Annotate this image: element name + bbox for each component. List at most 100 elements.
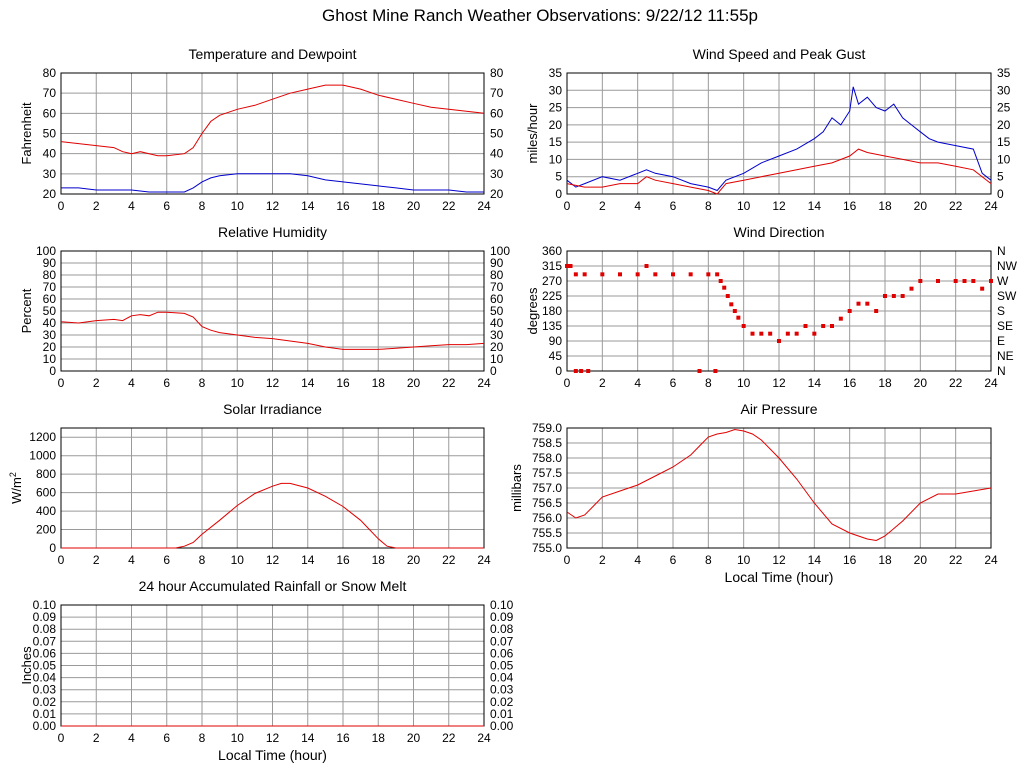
y-tick-label-right: 0.02 [490, 695, 514, 709]
data-point [936, 279, 940, 283]
x-tick-label: 20 [407, 199, 421, 213]
x-tick-label: 8 [199, 199, 206, 213]
x-tick-label: 20 [407, 731, 421, 745]
y-tick-label-right: 0.06 [490, 646, 514, 660]
data-point [729, 302, 734, 307]
x-tick-label: 8 [705, 376, 712, 390]
series-line-red [60, 311, 485, 350]
y-tick-label: 50 [43, 304, 57, 318]
x-tick-label: 16 [336, 199, 350, 213]
y-tick-label: 0 [49, 364, 56, 378]
series-line-blue [61, 173, 484, 193]
data-point [713, 369, 718, 373]
data-point [568, 264, 573, 268]
y-tick-label: 60 [43, 106, 57, 120]
x-tick-label: 16 [843, 376, 857, 390]
data-point [759, 331, 764, 336]
y-tick-label: 1000 [29, 449, 56, 463]
y-tick-label-right: 0.07 [490, 634, 514, 648]
x-tick-label: 22 [442, 731, 456, 745]
x-tick-label: 4 [128, 199, 135, 213]
y-tick-label: 15 [549, 135, 563, 149]
data-point [989, 279, 993, 283]
y-tick-label: 757.0 [532, 481, 562, 495]
data-point [732, 309, 737, 313]
y-tick-label-right: 10 [997, 152, 1011, 166]
x-tick-label: 2 [599, 553, 606, 567]
y-tick-label-right: SE [997, 319, 1013, 333]
x-tick-label: 10 [737, 376, 751, 390]
data-point [891, 294, 896, 298]
chart-title: Wind Speed and Peak Gust [693, 46, 866, 62]
x-tick-label: 16 [843, 199, 857, 213]
data-point [722, 285, 727, 290]
y-tick-label: 270 [542, 274, 562, 288]
x-tick-label: 2 [93, 199, 100, 213]
y-tick-label-right: 30 [997, 83, 1011, 97]
x-tick-label: 6 [670, 199, 677, 213]
y-tick-label: 25 [549, 101, 563, 115]
y-axis-label: miles/hour [525, 103, 540, 164]
x-tick-label: 20 [407, 376, 421, 390]
y-tick-label: 757.5 [532, 466, 562, 480]
data-point [635, 272, 640, 277]
series-line-red [566, 428, 992, 542]
data-point [736, 315, 741, 320]
x-tick-label: 8 [705, 553, 712, 567]
data-point [582, 272, 587, 277]
x-tick-label: 14 [301, 731, 315, 745]
x-tick-label: 14 [301, 553, 315, 567]
x-tick-label: 16 [336, 731, 350, 745]
y-tick-label-right: 90 [490, 256, 504, 270]
y-tick-label-right: S [997, 304, 1005, 318]
y-tick-label: 755.0 [532, 541, 562, 555]
y-tick-label-right: 50 [490, 127, 504, 141]
x-tick-label: 0 [564, 553, 571, 567]
data-point [794, 331, 799, 336]
y-tick-label: 0 [555, 187, 562, 201]
x-tick-label: 14 [301, 376, 315, 390]
data-point [618, 272, 622, 277]
chart-rainfall: 24 hour Accumulated Rainfall or Snow Mel… [19, 578, 514, 763]
y-tick-label: 315 [542, 259, 562, 273]
data-point [573, 369, 578, 373]
data-point [573, 272, 578, 277]
y-tick-label-right: 10 [490, 352, 504, 366]
y-tick-label: 0.06 [33, 646, 57, 660]
x-tick-label: 4 [634, 199, 641, 213]
y-tick-label-right: 0.05 [490, 659, 514, 673]
x-tick-label: 20 [407, 553, 421, 567]
x-tick-label: 16 [336, 376, 350, 390]
y-tick-label-right: 80 [490, 268, 504, 282]
x-tick-label: 24 [477, 731, 491, 745]
data-point [565, 264, 569, 268]
y-axis-label: Inches [19, 646, 34, 685]
y-axis-label: W/m2 [8, 472, 24, 504]
plot-frame [60, 72, 485, 195]
y-tick-label-right: 0 [490, 364, 497, 378]
x-tick-label: 10 [231, 199, 245, 213]
x-tick-label: 18 [372, 199, 386, 213]
y-tick-label: 100 [36, 244, 56, 258]
y-tick-label-right: 30 [490, 167, 504, 181]
y-tick-label: 759.0 [532, 421, 562, 435]
x-tick-label: 12 [772, 199, 786, 213]
y-tick-label-right: 20 [490, 340, 504, 354]
data-point [803, 324, 808, 328]
y-tick-label-right: 0 [997, 187, 1004, 201]
x-tick-label: 0 [564, 376, 571, 390]
x-tick-label: 24 [477, 553, 491, 567]
series-line-red [60, 84, 485, 157]
x-tick-label: 10 [737, 199, 751, 213]
y-tick-label-right: 60 [490, 106, 504, 120]
x-tick-label: 22 [949, 553, 963, 567]
x-tick-label: 12 [772, 376, 786, 390]
y-tick-label: 0.07 [33, 634, 57, 648]
x-tick-label: 24 [984, 199, 998, 213]
data-point [847, 309, 852, 313]
x-tick-label: 6 [163, 199, 170, 213]
x-tick-label: 18 [372, 731, 386, 745]
y-tick-label: 225 [542, 289, 562, 303]
